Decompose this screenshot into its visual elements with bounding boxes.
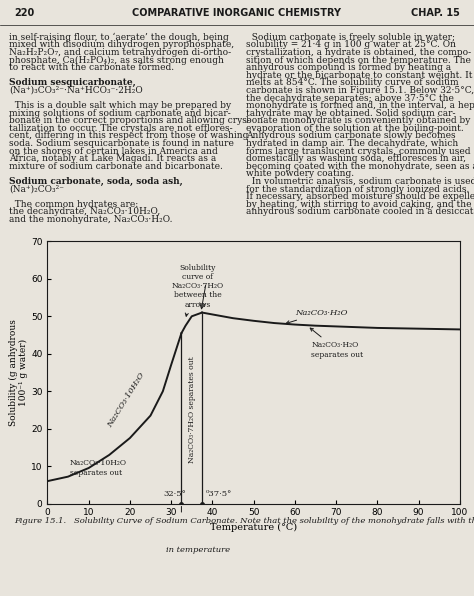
Text: carbonate is shown in Figure 15.1. Below 32·5°C,: carbonate is shown in Figure 15.1. Below… bbox=[246, 86, 474, 95]
Text: This is a double salt which may be prepared by: This is a double salt which may be prepa… bbox=[9, 101, 232, 110]
Text: ⁰37·5°: ⁰37·5° bbox=[206, 490, 232, 498]
Text: to react with the carbonate formed.: to react with the carbonate formed. bbox=[9, 63, 174, 72]
Text: tahydrate may be obtained. Solid sodium car-: tahydrate may be obtained. Solid sodium … bbox=[246, 108, 456, 117]
Text: Sodium carbonate, soda, soda ash,: Sodium carbonate, soda, soda ash, bbox=[9, 177, 183, 186]
Text: bonate in the correct proportions and allowing crys-: bonate in the correct proportions and al… bbox=[9, 116, 250, 125]
Text: Solubility
curve of
Na₂CO₃·7H₂O
between the
arrows: Solubility curve of Na₂CO₃·7H₂O between … bbox=[172, 264, 224, 316]
Text: Figure 15.1.   Solubility Curve of Sodium Carbonate. Note that the solubility of: Figure 15.1. Solubility Curve of Sodium … bbox=[14, 517, 474, 525]
Text: evaporation of the solution at the boiling-point.: evaporation of the solution at the boili… bbox=[246, 124, 464, 133]
Text: (Na⁺)₂CO₃²⁻: (Na⁺)₂CO₃²⁻ bbox=[9, 185, 64, 194]
Text: If necessary, absorbed moisture should be expelled: If necessary, absorbed moisture should b… bbox=[246, 192, 474, 201]
Text: in self-raising flour, to ‘aerate’ the dough, being: in self-raising flour, to ‘aerate’ the d… bbox=[9, 33, 229, 42]
Text: melts at 854°C. The solubility curve of sodium: melts at 854°C. The solubility curve of … bbox=[246, 78, 459, 88]
Text: Sodium sesquicarbonate,: Sodium sesquicarbonate, bbox=[9, 78, 136, 88]
Text: becoming coated with the monohydrate, seen as a: becoming coated with the monohydrate, se… bbox=[246, 162, 474, 171]
Text: forms large translucent crystals, commonly used: forms large translucent crystals, common… bbox=[246, 147, 471, 156]
Text: 220: 220 bbox=[14, 8, 35, 18]
Text: in temperature: in temperature bbox=[166, 546, 230, 554]
Text: anhydrous compound is formed by heating a: anhydrous compound is formed by heating … bbox=[246, 63, 452, 72]
Text: In volumetric analysis, sodium carbonate is used: In volumetric analysis, sodium carbonate… bbox=[246, 177, 474, 186]
Text: Na₂CO₃·7H₂O separates out: Na₂CO₃·7H₂O separates out bbox=[188, 356, 196, 463]
Text: crystallization, a hydrate is obtained, the compo-: crystallization, a hydrate is obtained, … bbox=[246, 48, 472, 57]
Text: Na₂CO₃·10H₂O
separates out: Na₂CO₃·10H₂O separates out bbox=[70, 460, 127, 477]
Text: Na₂CO₃·H₂O: Na₂CO₃·H₂O bbox=[286, 309, 347, 324]
Text: CHAP. 15: CHAP. 15 bbox=[411, 8, 460, 18]
Text: anhydrous sodium carbonate cooled in a desiccator.: anhydrous sodium carbonate cooled in a d… bbox=[246, 207, 474, 216]
Text: mixture of sodium carbonate and bicarbonate.: mixture of sodium carbonate and bicarbon… bbox=[9, 162, 223, 171]
Text: the decahydrate separates; above 37·5°C the: the decahydrate separates; above 37·5°C … bbox=[246, 94, 455, 103]
Text: Africa, notably at Lake Magadi. It reacts as a: Africa, notably at Lake Magadi. It react… bbox=[9, 154, 217, 163]
Text: monohydrate is formed and, in the interval, a hep-: monohydrate is formed and, in the interv… bbox=[246, 101, 474, 110]
Text: Na₂CO₃·H₂O
separates out: Na₂CO₃·H₂O separates out bbox=[310, 328, 364, 359]
Text: Anhydrous sodium carbonate slowly becomes: Anhydrous sodium carbonate slowly become… bbox=[246, 132, 456, 141]
Text: by heating, with stirring to avoid caking, and the: by heating, with stirring to avoid cakin… bbox=[246, 200, 472, 209]
X-axis label: Temperature (°C): Temperature (°C) bbox=[210, 523, 297, 532]
Text: and the monohydrate, Na₂CO₃·H₂O.: and the monohydrate, Na₂CO₃·H₂O. bbox=[9, 215, 173, 224]
Text: (Na⁺)₃CO₃²⁻·Na⁺HCO₃⁻·2H₂O: (Na⁺)₃CO₃²⁻·Na⁺HCO₃⁻·2H₂O bbox=[9, 86, 143, 95]
Text: hydrate or the bicarbonate to constant weight. It: hydrate or the bicarbonate to constant w… bbox=[246, 71, 473, 80]
Text: solubility = 21·4 g in 100 g water at 25°C. On: solubility = 21·4 g in 100 g water at 25… bbox=[246, 41, 456, 49]
Text: domestically as washing soda, effloresces in air,: domestically as washing soda, effloresce… bbox=[246, 154, 466, 163]
Y-axis label: Solubility (g anhydrous
100⁻¹ g water): Solubility (g anhydrous 100⁻¹ g water) bbox=[9, 319, 28, 426]
Text: phosphate, Ca(H₂PO₄)₂, as salts strong enough: phosphate, Ca(H₂PO₄)₂, as salts strong e… bbox=[9, 55, 224, 65]
Text: sition of which depends on the temperature. The: sition of which depends on the temperatu… bbox=[246, 55, 471, 64]
Text: on the shores of certain lakes in America and: on the shores of certain lakes in Americ… bbox=[9, 147, 218, 156]
Text: mixing solutions of sodium carbonate and bicar-: mixing solutions of sodium carbonate and… bbox=[9, 108, 231, 117]
Text: Na₂CO₃·10H₂O: Na₂CO₃·10H₂O bbox=[106, 371, 146, 429]
Text: Sodium carbonate is freely soluble in water;: Sodium carbonate is freely soluble in wa… bbox=[246, 33, 456, 42]
Text: for the standardization of strongly ionized acids.: for the standardization of strongly ioni… bbox=[246, 185, 470, 194]
Text: mixed with disodium dihydrogen pyrophosphate,: mixed with disodium dihydrogen pyrophosp… bbox=[9, 41, 235, 49]
Text: hydrated in damp air. The decahydrate, which: hydrated in damp air. The decahydrate, w… bbox=[246, 139, 459, 148]
Text: the decahydrate, Na₂CO₃·10H₂O,: the decahydrate, Na₂CO₃·10H₂O, bbox=[9, 207, 161, 216]
Text: white powdery coating.: white powdery coating. bbox=[246, 169, 355, 178]
Text: The common hydrates are:: The common hydrates are: bbox=[9, 200, 139, 209]
Text: 32·5°: 32·5° bbox=[164, 490, 187, 498]
Text: COMPARATIVE INORGANIC CHEMISTRY: COMPARATIVE INORGANIC CHEMISTRY bbox=[133, 8, 341, 18]
Text: tallization to occur. The crystals are not efflores-: tallization to occur. The crystals are n… bbox=[9, 124, 233, 133]
Text: soda. Sodium sesquicarbonate is found in nature: soda. Sodium sesquicarbonate is found in… bbox=[9, 139, 234, 148]
Text: bonate monohydrate is conveniently obtained by: bonate monohydrate is conveniently obtai… bbox=[246, 116, 471, 125]
Text: Na₂H₂P₂O₇, and calcium tetrahydrogen di-ortho-: Na₂H₂P₂O₇, and calcium tetrahydrogen di-… bbox=[9, 48, 232, 57]
Text: cent, differing in this respect from those of washing: cent, differing in this respect from tho… bbox=[9, 132, 249, 141]
